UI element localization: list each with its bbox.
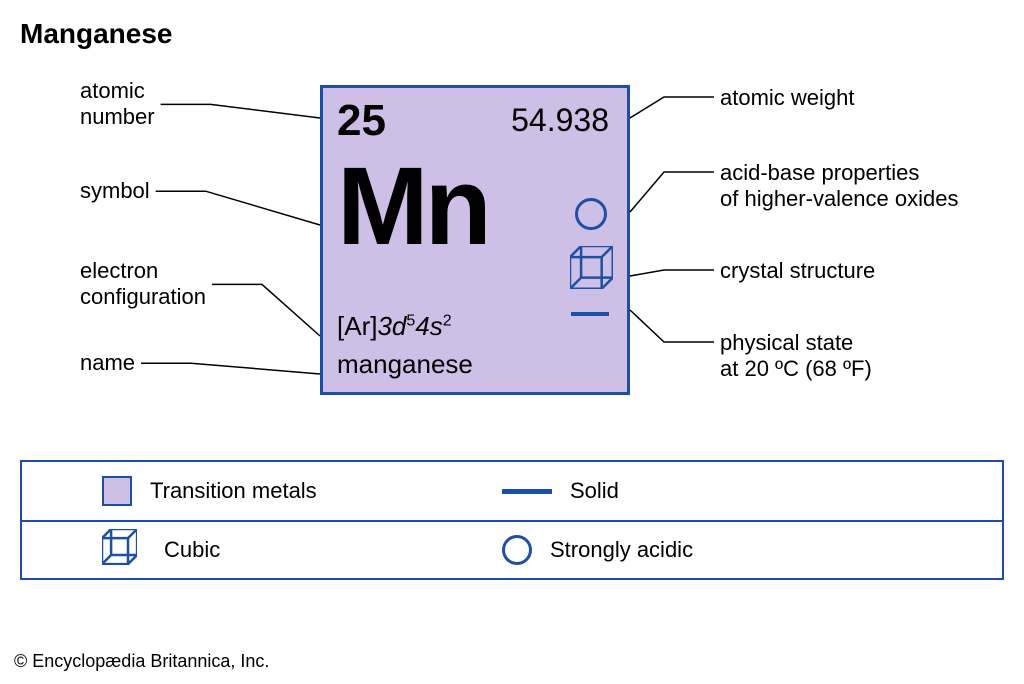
- label-atomic_number: atomicnumber: [80, 78, 155, 131]
- label-atomic_weight: atomic weight: [720, 85, 855, 111]
- label-crystal_structure: crystal structure: [720, 258, 875, 284]
- element-name: manganese: [337, 349, 473, 380]
- label-name: name: [80, 350, 135, 376]
- legend-item: Strongly acidic: [502, 535, 693, 565]
- label-acid_base: acid-base propertiesof higher-valence ox…: [720, 160, 958, 213]
- label-electron_configuration: electronconfiguration: [80, 258, 206, 311]
- label-physical_state: physical stateat 20 ºC (68 ºF): [720, 330, 872, 383]
- physical-state-icon: [571, 312, 609, 316]
- atomic-weight: 54.938: [511, 102, 609, 139]
- legend-item: Solid: [502, 478, 619, 504]
- legend: Transition metalsSolid CubicStrongly aci…: [20, 460, 1004, 580]
- legend-item: Cubic: [22, 529, 502, 570]
- element-symbol: Mn: [337, 143, 488, 270]
- page-title: Manganese: [20, 18, 173, 50]
- label-symbol: symbol: [80, 178, 150, 204]
- crystal-structure-icon: [570, 246, 613, 294]
- acid-base-icon: [575, 198, 607, 230]
- copyright: © Encyclopædia Britannica, Inc.: [14, 651, 269, 672]
- atomic-number: 25: [337, 96, 386, 146]
- electron-configuration: [Ar]3d54s2: [337, 311, 452, 342]
- element-tile: 25 54.938 Mn [Ar]3d54s2 manganese: [320, 85, 630, 395]
- legend-item: Transition metals: [22, 476, 502, 506]
